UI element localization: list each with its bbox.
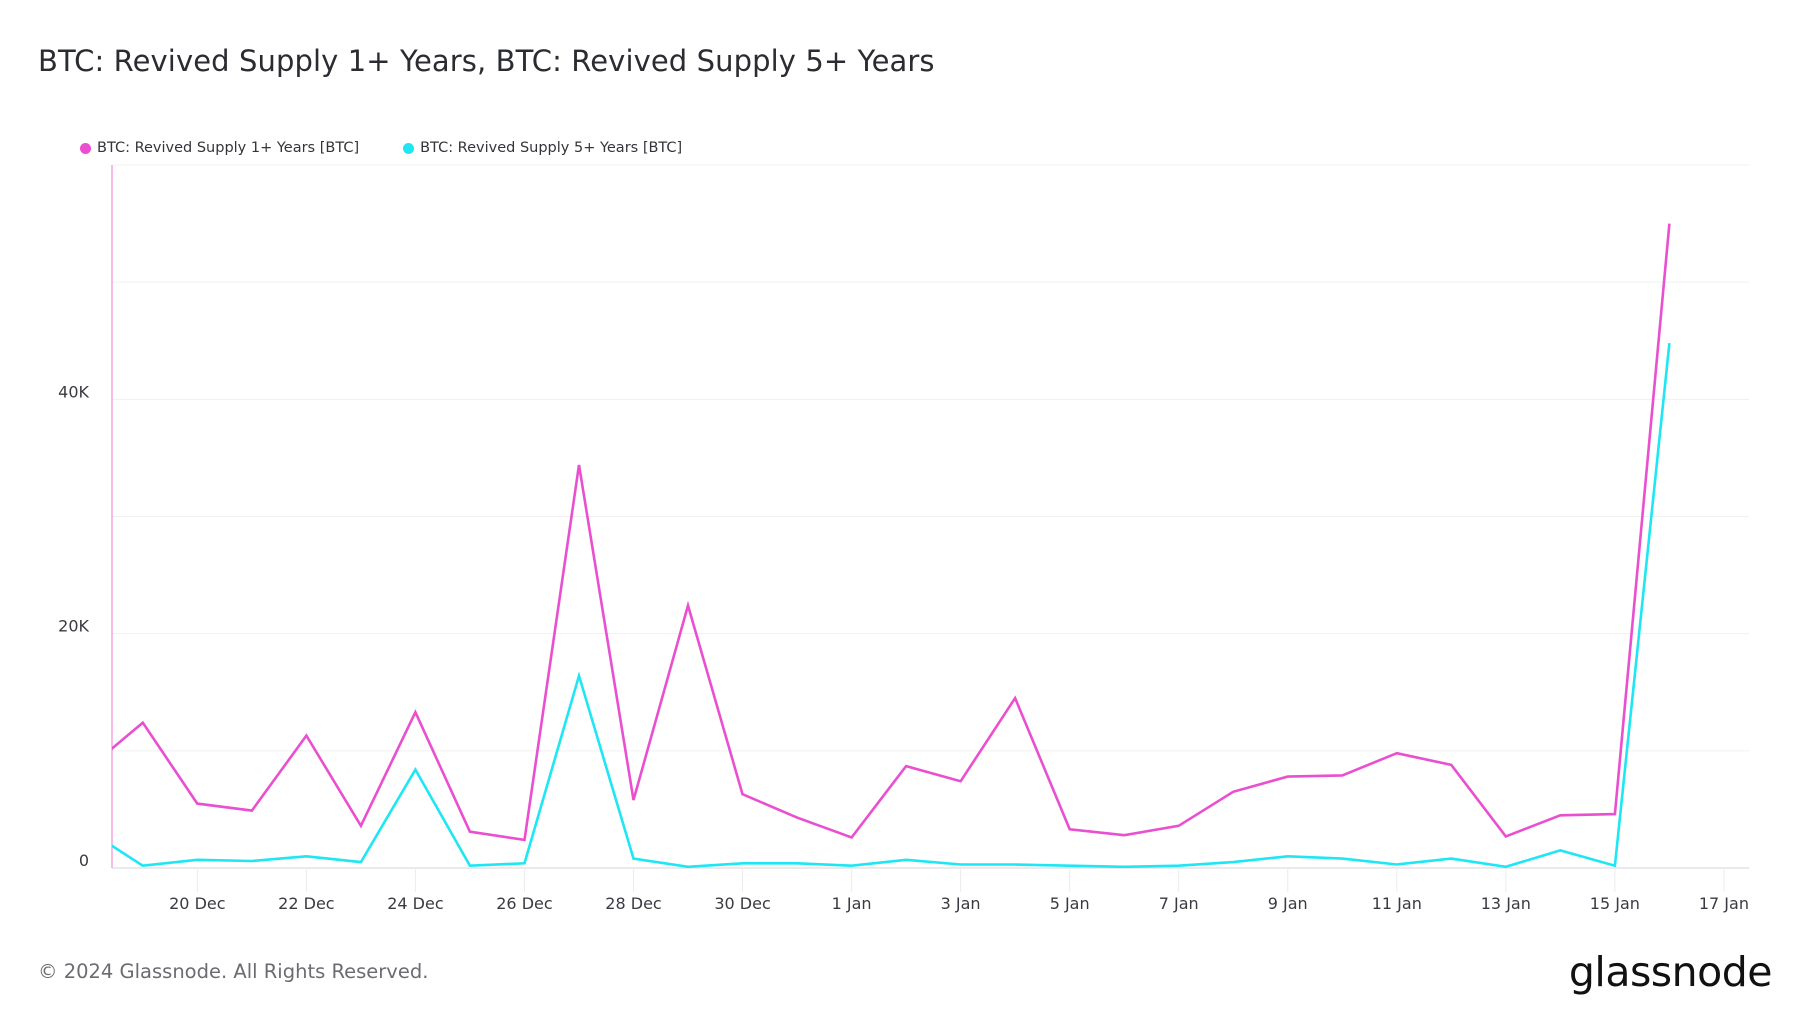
x-tick-label: 17 Jan: [1699, 894, 1749, 913]
copyright-text: © 2024 Glassnode. All Rights Reserved.: [38, 960, 429, 983]
x-tick-label: 3 Jan: [941, 894, 981, 913]
legend-item-revived-1y[interactable]: BTC: Revived Supply 1+ Years [BTC]: [80, 140, 359, 156]
legend-label: BTC: Revived Supply 5+ Years [BTC]: [420, 140, 683, 156]
series-line-revived-5y[interactable]: [88, 342, 1671, 869]
x-tick-label: 1 Jan: [832, 894, 872, 913]
x-tick-label: 22 Dec: [278, 894, 334, 913]
x-tick-label: 24 Dec: [387, 894, 443, 913]
y-tick-label: 0: [79, 851, 89, 870]
x-tick-label: 28 Dec: [605, 894, 661, 913]
legend: BTC: Revived Supply 1+ Years [BTC] BTC: …: [80, 140, 682, 156]
x-tick-label: 26 Dec: [496, 894, 552, 913]
x-tick-label: 13 Jan: [1481, 894, 1531, 913]
legend-label: BTC: Revived Supply 1+ Years [BTC]: [97, 140, 360, 156]
legend-dot-icon: [80, 142, 91, 154]
legend-item-revived-5y[interactable]: BTC: Revived Supply 5+ Years [BTC]: [403, 140, 682, 156]
x-tick-label: 11 Jan: [1372, 894, 1422, 913]
x-tick-label: 9 Jan: [1268, 894, 1308, 913]
chart-title: BTC: Revived Supply 1+ Years, BTC: Reviv…: [38, 44, 935, 78]
x-tick-label: 20 Dec: [169, 894, 225, 913]
series-line-revived-1y[interactable]: [88, 223, 1671, 842]
x-tick-label: 7 Jan: [1159, 894, 1199, 913]
y-tick-label: 40K: [58, 382, 89, 401]
x-tick-label: 15 Jan: [1590, 894, 1640, 913]
x-tick-label: 5 Jan: [1050, 894, 1090, 913]
x-tick-label: 30 Dec: [714, 894, 770, 913]
glassnode-logo: glassnode: [1568, 948, 1773, 996]
y-tick-label: 20K: [58, 617, 89, 636]
legend-dot-icon: [403, 142, 415, 154]
